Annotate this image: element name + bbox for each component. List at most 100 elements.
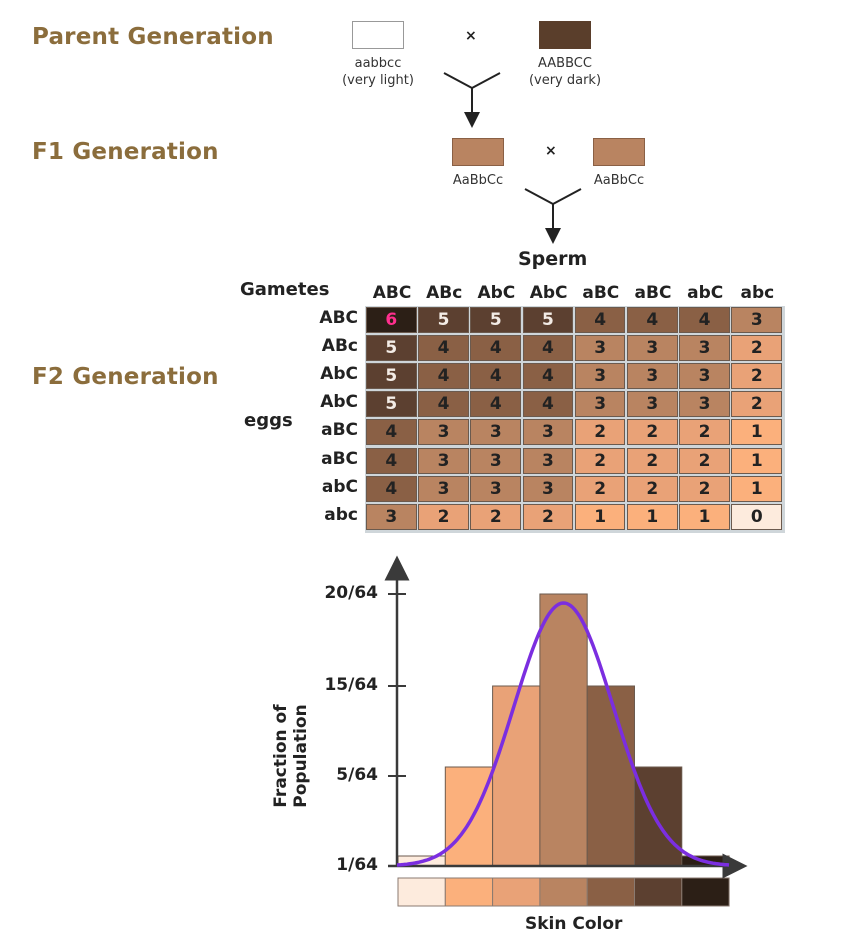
punnett-cell: 5 bbox=[366, 335, 417, 362]
punnett-cell: 2 bbox=[574, 419, 626, 446]
punnett-cell: 3 bbox=[470, 447, 522, 474]
punnett-cell: 1 bbox=[574, 503, 626, 530]
f1-generation-title: F1 Generation bbox=[32, 139, 219, 165]
punnett-cell: 3 bbox=[679, 335, 730, 362]
punnett-cell: 3 bbox=[731, 307, 783, 334]
punnett-cell: 3 bbox=[627, 363, 678, 390]
skin-color-swatch bbox=[539, 877, 588, 907]
punnett-cell: 4 bbox=[470, 363, 522, 390]
punnett-cell: 1 bbox=[731, 447, 783, 474]
histogram-bar bbox=[444, 766, 494, 867]
sperm-gamete-header: ABC bbox=[372, 283, 412, 303]
skin-color-swatch bbox=[397, 877, 446, 907]
normal-distribution-curve bbox=[396, 601, 730, 867]
punnett-cell: 1 bbox=[627, 503, 678, 530]
punnett-cell: 4 bbox=[366, 419, 417, 446]
punnett-cell: 2 bbox=[418, 503, 469, 530]
parent-right-phenotype: (very dark) bbox=[528, 73, 602, 88]
f1-right-genotype: AaBbCc bbox=[593, 173, 645, 188]
histogram-bar bbox=[492, 685, 541, 867]
punnett-cell: 6 bbox=[366, 307, 417, 334]
punnett-cell: 2 bbox=[627, 447, 678, 474]
punnett-cell: 3 bbox=[522, 419, 574, 446]
gametes-label: Gametes bbox=[240, 279, 330, 300]
parent-generation-title: Parent Generation bbox=[32, 24, 274, 50]
punnett-cell: 4 bbox=[418, 391, 469, 418]
punnett-cell: 1 bbox=[679, 503, 730, 530]
punnett-cell: 3 bbox=[418, 447, 469, 474]
sperm-gamete-header: aBC bbox=[634, 283, 672, 303]
skin-color-swatch bbox=[492, 877, 541, 907]
punnett-cell: 4 bbox=[366, 447, 417, 474]
f2-generation-title: F2 Generation bbox=[32, 364, 219, 390]
punnett-cell: 4 bbox=[522, 363, 574, 390]
egg-gamete-header: ABC bbox=[319, 308, 358, 328]
punnett-cell: 3 bbox=[574, 363, 626, 390]
f1-right-swatch bbox=[593, 138, 645, 166]
parent-left-swatch bbox=[352, 21, 404, 49]
egg-gamete-header: AbC bbox=[320, 364, 358, 385]
punnett-cell: 4 bbox=[522, 335, 574, 362]
punnett-cell: 2 bbox=[679, 475, 730, 502]
parent-cross-symbol: × bbox=[465, 28, 477, 44]
parent-right-swatch bbox=[539, 21, 591, 49]
punnett-cell: 3 bbox=[418, 419, 469, 446]
histogram-bar bbox=[586, 685, 636, 867]
punnett-cell: 3 bbox=[679, 391, 730, 418]
punnett-cell: 2 bbox=[731, 363, 783, 390]
punnett-cell: 4 bbox=[418, 363, 469, 390]
punnett-cell: 3 bbox=[366, 503, 417, 530]
punnett-cell: 4 bbox=[470, 391, 522, 418]
sperm-gamete-header: abc bbox=[740, 283, 775, 303]
punnett-cell: 3 bbox=[627, 335, 678, 362]
punnett-cell: 2 bbox=[627, 475, 678, 502]
punnett-cell: 2 bbox=[731, 391, 783, 418]
punnett-cell: 3 bbox=[522, 475, 574, 502]
punnett-cell: 1 bbox=[731, 419, 783, 446]
punnett-cell: 4 bbox=[574, 307, 626, 334]
punnett-cell: 3 bbox=[627, 391, 678, 418]
y-tick-label: 1/64 bbox=[336, 855, 378, 875]
skin-color-swatch bbox=[681, 877, 730, 907]
skin-color-swatch bbox=[444, 877, 494, 907]
sperm-gamete-header: abC bbox=[687, 283, 724, 303]
punnett-cell: 4 bbox=[679, 307, 730, 334]
punnett-cell: 2 bbox=[679, 419, 730, 446]
punnett-cell: 2 bbox=[627, 419, 678, 446]
punnett-cell: 3 bbox=[574, 391, 626, 418]
sperm-gamete-header: AbC bbox=[477, 283, 516, 303]
y-tick-label: 15/64 bbox=[324, 675, 378, 695]
skin-color-swatch bbox=[634, 877, 683, 907]
parent-right-genotype: AABBCC bbox=[538, 56, 592, 71]
punnett-cell: 2 bbox=[574, 475, 626, 502]
punnett-cell: 4 bbox=[418, 335, 469, 362]
egg-gamete-header: aBC bbox=[321, 448, 358, 469]
sperm-gamete-header: ABc bbox=[426, 283, 463, 303]
sperm-label: Sperm bbox=[518, 248, 588, 270]
f1-left-genotype: AaBbCc bbox=[452, 173, 504, 188]
punnett-cell: 4 bbox=[366, 475, 417, 502]
egg-gamete-header: abc bbox=[324, 504, 358, 525]
punnett-cell: 5 bbox=[418, 307, 469, 334]
punnett-cell: 5 bbox=[366, 363, 417, 390]
sperm-gamete-header: AbC bbox=[529, 283, 568, 303]
punnett-cell: 5 bbox=[522, 307, 574, 334]
punnett-cell: 3 bbox=[679, 363, 730, 390]
punnett-cell: 3 bbox=[574, 335, 626, 362]
f1-cross-symbol: × bbox=[545, 143, 557, 159]
f1-left-swatch bbox=[452, 138, 504, 166]
punnett-cell: 2 bbox=[679, 447, 730, 474]
punnett-cell: 2 bbox=[470, 503, 522, 530]
punnett-cell: 3 bbox=[470, 419, 522, 446]
punnett-cell: 5 bbox=[470, 307, 522, 334]
histogram-bar bbox=[539, 593, 588, 867]
parent-left-genotype: aabbcc bbox=[354, 56, 402, 71]
punnett-cell: 3 bbox=[418, 475, 469, 502]
y-tick-label: 5/64 bbox=[336, 765, 378, 785]
sperm-gamete-header: aBC bbox=[582, 283, 620, 303]
egg-gamete-header: ABc bbox=[321, 336, 358, 357]
parent-left-phenotype: (very light) bbox=[342, 73, 414, 88]
punnett-cell: 4 bbox=[470, 335, 522, 362]
egg-gamete-header: AbC bbox=[320, 392, 358, 413]
